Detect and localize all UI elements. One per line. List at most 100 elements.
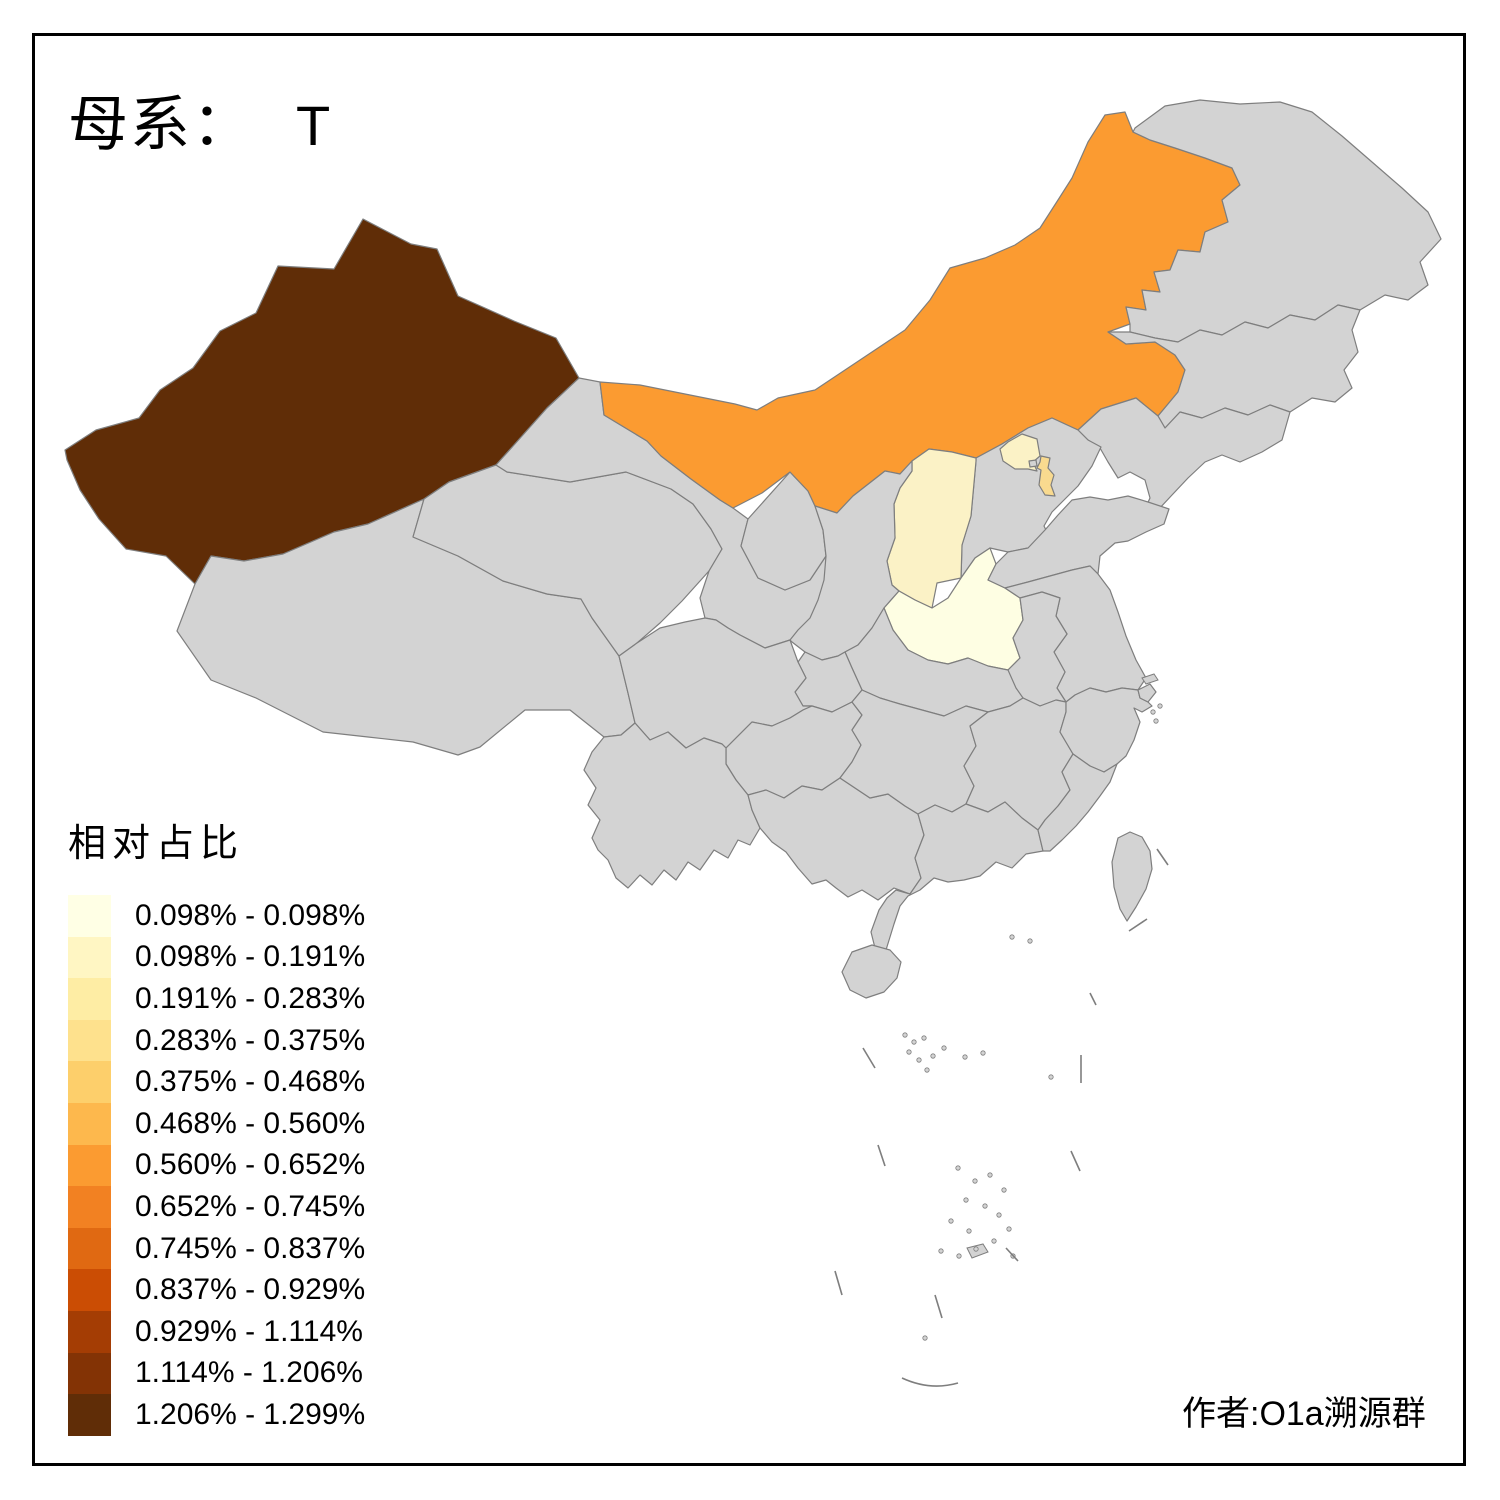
nine-dash-segment <box>877 1144 886 1167</box>
legend-label: 0.098% - 0.191% <box>135 940 366 974</box>
legend-row: 0.375% - 0.468% <box>68 1061 365 1103</box>
legend-swatch <box>68 895 111 937</box>
legend-row: 0.468% - 0.560% <box>68 1102 366 1145</box>
islet-dot <box>938 1248 944 1254</box>
legend-swatch <box>68 1394 111 1436</box>
islet-dot <box>924 1067 930 1073</box>
islet-dot <box>1048 1074 1054 1080</box>
nine-dash-segment <box>834 1270 843 1296</box>
legend-label: 0.560% - 0.652% <box>135 1148 366 1182</box>
islet-dot <box>906 1049 912 1055</box>
islet-dot <box>1153 718 1159 724</box>
islet-dot <box>987 1172 993 1178</box>
legend-row: 0.098% - 0.191% <box>68 936 366 979</box>
province-taiwan <box>1111 831 1153 922</box>
legend-label: 0.375% - 0.468% <box>135 1065 366 1099</box>
attribution: 作者:O1a溯源群 <box>1182 1395 1426 1433</box>
islet-dot <box>956 1253 962 1259</box>
legend-row: 1.206% - 1.299% <box>68 1394 365 1436</box>
islet-dot <box>1157 703 1163 709</box>
legend-swatch <box>68 1310 111 1353</box>
nine-dash-segment <box>1005 1247 1019 1262</box>
nine-dash-segment <box>1089 992 1097 1006</box>
islet-dot <box>916 1057 922 1063</box>
legend-label: 0.283% - 0.375% <box>135 1023 366 1057</box>
legend-row: 0.837% - 0.929% <box>68 1269 365 1311</box>
islet-dot <box>911 1039 917 1045</box>
islet-dot <box>980 1050 986 1056</box>
legend-swatch <box>68 1269 111 1311</box>
islet-dot <box>1009 934 1015 940</box>
province-tianjin <box>1036 455 1056 497</box>
legend-row: 0.929% - 1.114% <box>68 1310 365 1353</box>
legend-row: 0.191% - 0.283% <box>68 978 365 1020</box>
islet-dot <box>1150 709 1156 715</box>
islet-dot <box>1006 1226 1012 1232</box>
legend-row: 1.114% - 1.206% <box>68 1352 365 1395</box>
legend-label: 0.098% - 0.098% <box>135 898 366 932</box>
legend-row: 0.560% - 0.652% <box>68 1144 366 1187</box>
legend-row: 0.652% - 0.745% <box>68 1186 365 1228</box>
nine-dash-line <box>834 848 1169 1387</box>
islet-dot <box>922 1335 928 1341</box>
legend-swatch <box>68 1227 111 1270</box>
nine-dash-segment <box>862 1047 876 1069</box>
islet-dot <box>972 1178 978 1184</box>
province-hebei-enclave <box>1028 459 1038 468</box>
legend-label: 0.929% - 1.114% <box>135 1314 363 1348</box>
islet-dot <box>963 1197 969 1203</box>
islet-dot <box>955 1165 961 1171</box>
title-haplogroup: T <box>296 94 333 157</box>
legend-label: 1.206% - 1.299% <box>135 1397 366 1431</box>
islet-dot <box>973 1246 979 1252</box>
province-jilin <box>1107 304 1361 429</box>
islet-dot <box>966 1228 972 1234</box>
legend-title: 相对占比 <box>68 823 245 865</box>
islet-dot <box>1001 1187 1007 1193</box>
legend-row: 0.283% - 0.375% <box>68 1019 366 1062</box>
nine-dash-segment <box>1156 848 1169 866</box>
plot-frame <box>32 33 1466 1466</box>
legend-label: 0.837% - 0.929% <box>135 1273 366 1307</box>
islet-dot <box>921 1035 927 1041</box>
islet-dot <box>962 1054 968 1060</box>
legend-swatch <box>68 1186 111 1228</box>
page-title: 母系： T <box>68 76 332 163</box>
legend-label: 0.468% - 0.560% <box>135 1106 366 1140</box>
title-prefix: 母系： <box>68 92 254 158</box>
province-shandong <box>987 495 1170 589</box>
islet-dot <box>991 1238 997 1244</box>
islet-dot <box>948 1218 954 1224</box>
province-yunnan <box>583 722 761 889</box>
legend-row: 0.745% - 0.837% <box>68 1227 366 1270</box>
legend-swatch <box>68 978 111 1020</box>
legend-label: 0.745% - 0.837% <box>135 1231 366 1265</box>
legend-swatch <box>68 1102 111 1145</box>
legend-label: 1.114% - 1.206% <box>135 1356 363 1390</box>
nine-dash-segment <box>1070 1150 1081 1172</box>
island <box>1141 673 1159 685</box>
island-layer <box>902 673 1163 1341</box>
legend: 相对占比 0.098% - 0.098% 0.098% - 0.191% 0.1… <box>68 812 365 1436</box>
legend-label: 0.652% - 0.745% <box>135 1189 366 1223</box>
province-guangdong <box>870 801 1044 953</box>
province-hainan <box>841 944 902 999</box>
legend-label: 0.191% - 0.283% <box>135 981 366 1015</box>
legend-row: 0.098% - 0.098% <box>68 895 365 937</box>
province-fujian <box>1037 753 1118 852</box>
province-shanghai <box>1137 683 1157 703</box>
islet-dot <box>996 1212 1002 1218</box>
legend-swatch <box>68 1061 111 1103</box>
nine-dash-segment <box>901 1377 959 1387</box>
islet-dot <box>1027 938 1033 944</box>
legend-swatch <box>68 1144 111 1187</box>
legend-swatch <box>68 1019 111 1062</box>
islet-dot <box>941 1045 947 1051</box>
legend-rows: 0.098% - 0.098% 0.098% - 0.191% 0.191% -… <box>68 895 365 1436</box>
islet-dot <box>982 1203 988 1209</box>
legend-swatch <box>68 1352 111 1395</box>
islet-dot <box>930 1053 936 1059</box>
legend-swatch <box>68 936 111 979</box>
